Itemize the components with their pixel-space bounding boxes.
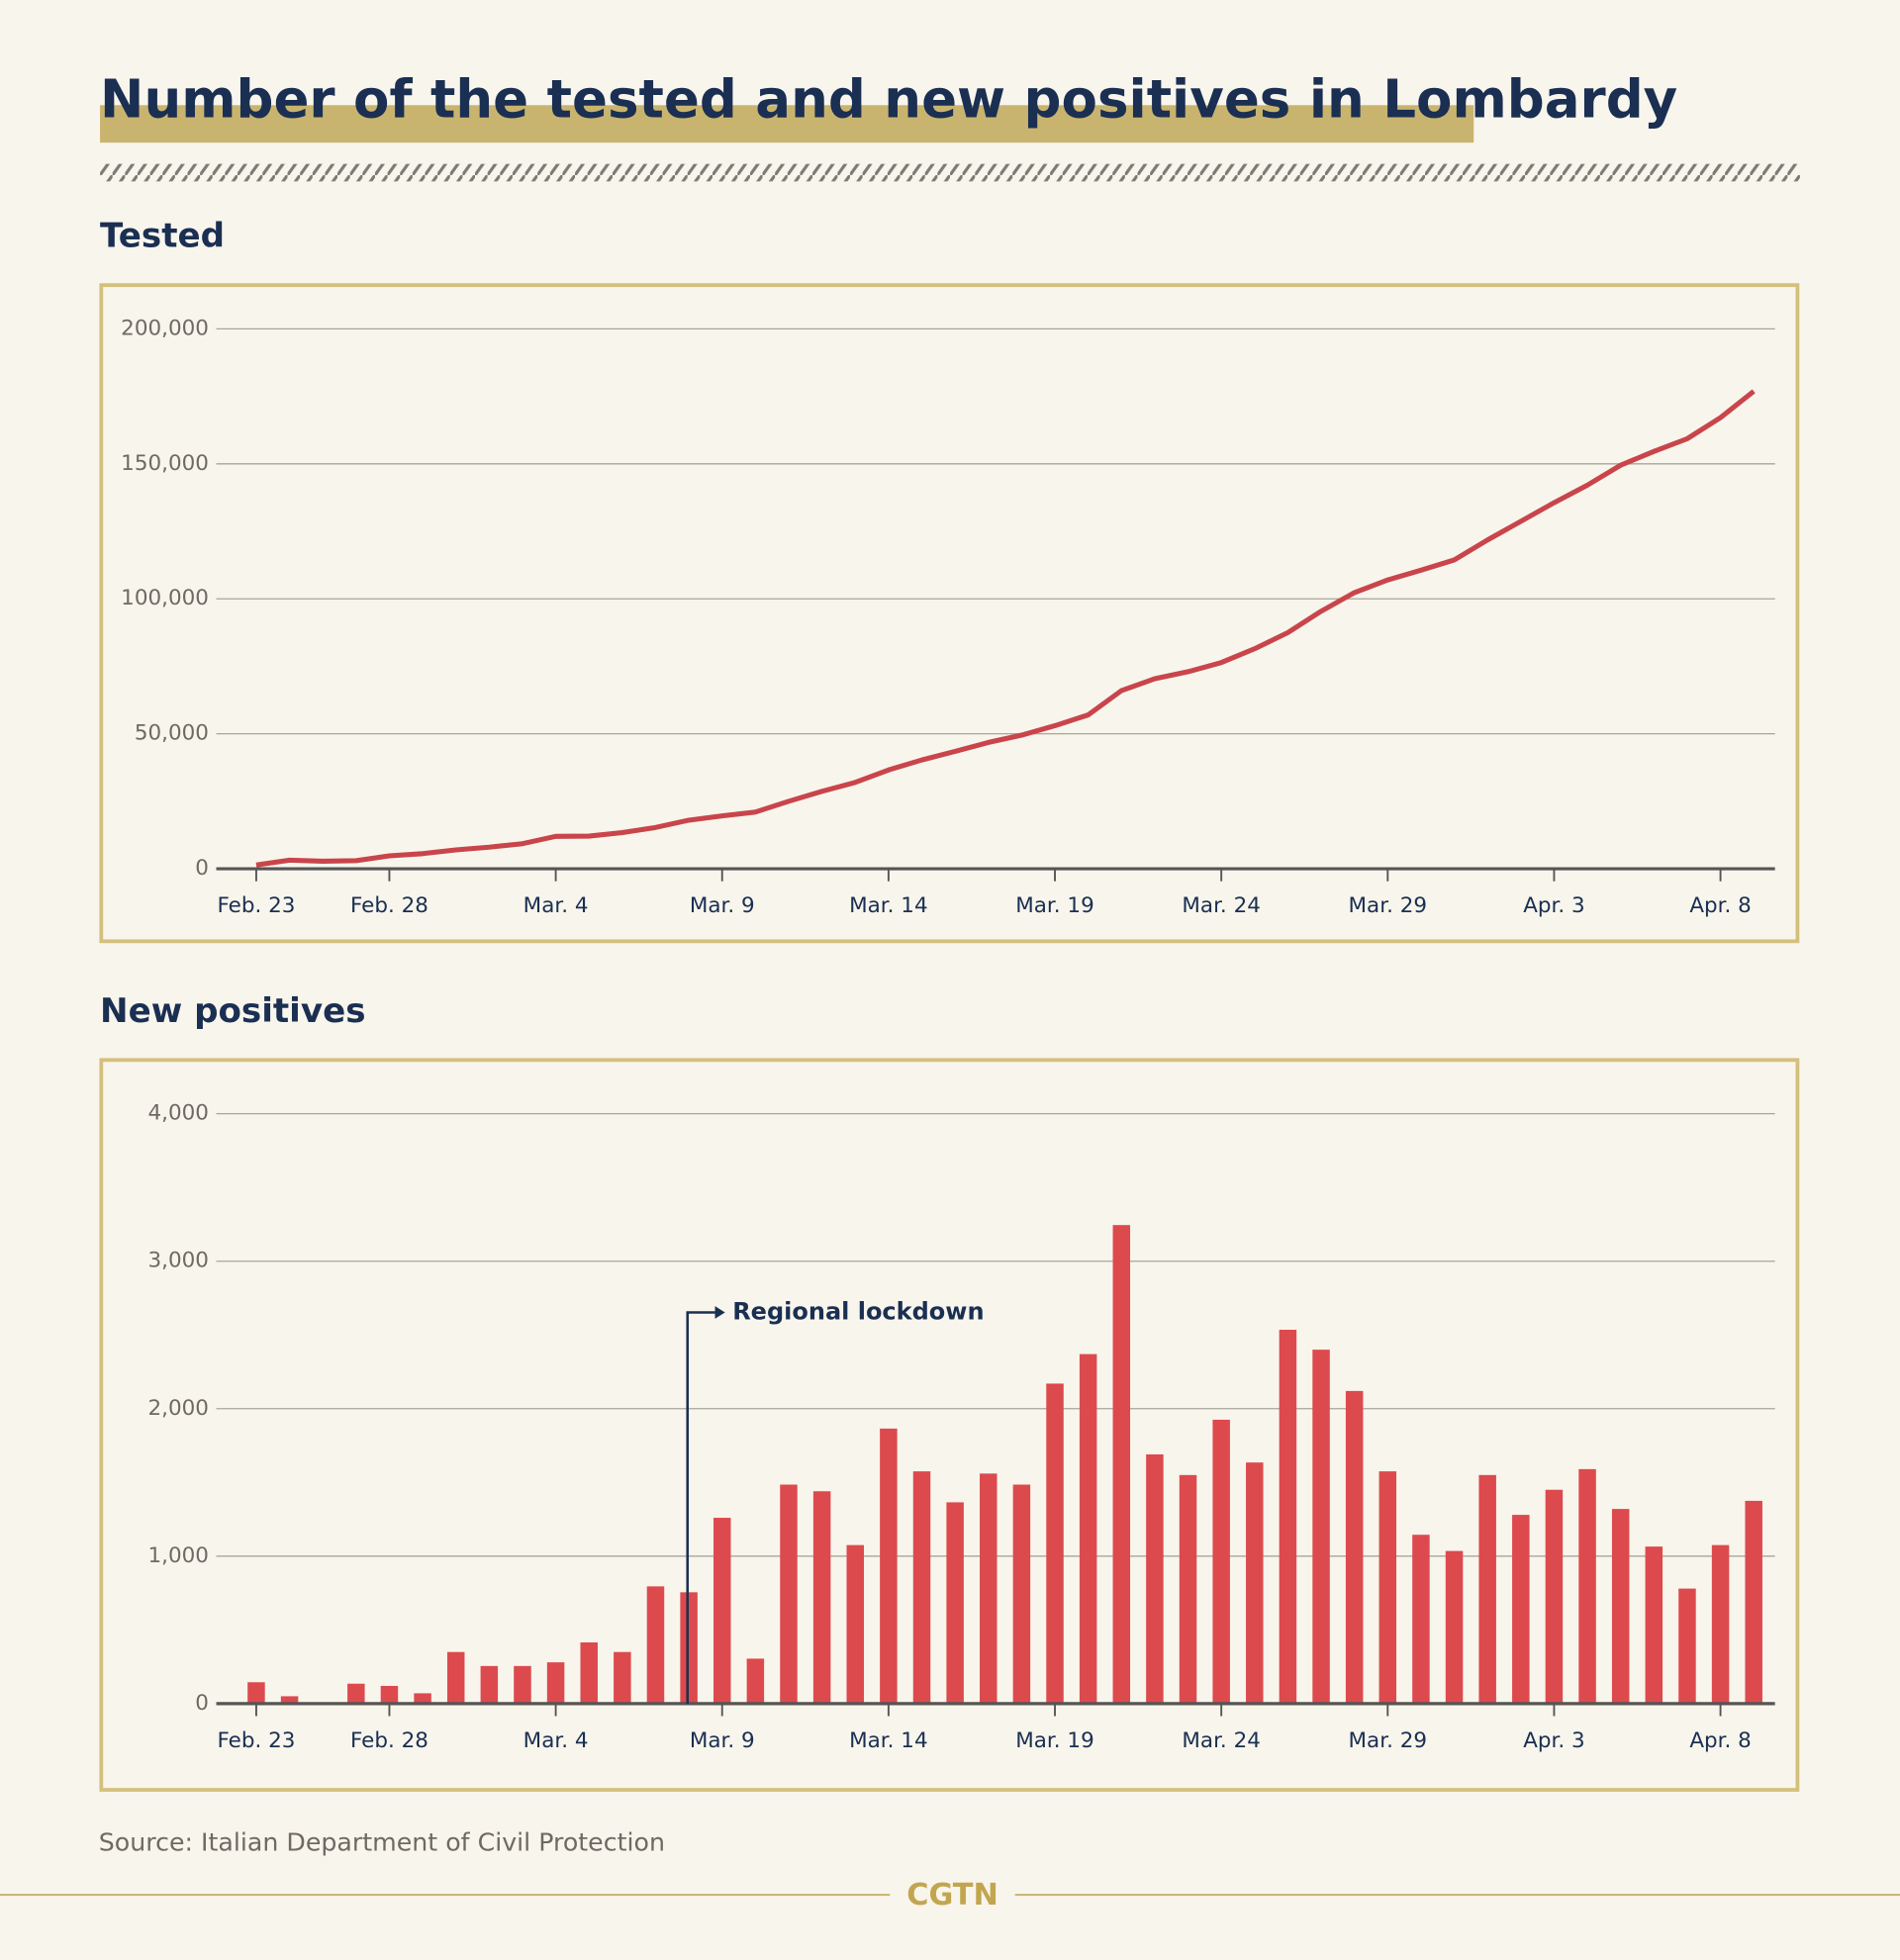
source: Source: Italian Department of Civil Prot… [99,1827,665,1856]
x-tick-label: Feb. 28 [350,1728,428,1753]
y-tick-label: 100,000 [121,586,209,610]
bar [1112,1225,1131,1704]
bar [1478,1474,1496,1704]
bar [1678,1588,1696,1704]
x-tick-label: Mar. 14 [849,893,928,918]
bar [1079,1353,1097,1704]
x-tick-label: Feb. 28 [350,893,428,918]
chart-title: Tested [100,217,225,256]
bar [646,1586,665,1704]
bar [946,1502,964,1704]
bar [1711,1544,1730,1704]
x-tick-label: Mar. 19 [1015,893,1094,918]
title: Number of the tested and new positives i… [100,68,1677,130]
bar [247,1682,265,1704]
bar [880,1428,898,1704]
chart-frame [99,283,1800,944]
brand: CGTN [906,1878,998,1913]
y-tick-label: 1,000 [147,1543,208,1568]
bar [746,1658,765,1704]
bar [546,1662,565,1704]
bar [980,1473,998,1704]
y-tick-label: 4,000 [147,1101,208,1126]
bar [1012,1484,1031,1704]
chart-title: New positives [100,991,365,1031]
x-tick-label: Apr. 3 [1523,893,1584,918]
bar [580,1642,598,1704]
bar [446,1651,465,1704]
x-tick-label: Mar. 29 [1349,893,1428,918]
bar [712,1518,731,1704]
bar [414,1693,431,1704]
x-tick-label: Apr. 8 [1689,1728,1751,1753]
bar [380,1685,399,1704]
bar [812,1491,831,1704]
x-tick-label: Mar. 19 [1015,1728,1094,1753]
x-tick-label: Feb. 23 [217,1728,295,1753]
annotation-arrow [686,1311,715,1704]
y-tick-label: 0 [195,1691,209,1716]
x-tick-label: Mar. 4 [523,1728,589,1753]
bar [780,1484,798,1704]
bar [680,1592,698,1704]
y-tick-label: 0 [195,856,209,881]
bar [1545,1489,1564,1704]
x-tick-label: Mar. 14 [849,1728,928,1753]
bar [1512,1515,1530,1704]
y-tick-label: 2,000 [147,1396,208,1421]
bar [1378,1471,1397,1704]
bar [1345,1390,1364,1704]
arrow-head [714,1306,725,1319]
bar [280,1696,299,1704]
bar [1146,1453,1164,1704]
bar [1246,1462,1264,1704]
title-highlight [100,105,1474,143]
bar [1279,1330,1297,1704]
bar [1645,1546,1663,1704]
bar [347,1683,365,1704]
y-tick-label: 3,000 [147,1249,208,1273]
x-tick-label: Mar. 9 [690,1728,755,1753]
x-tick-label: Feb. 23 [217,893,295,918]
y-tick-label: 150,000 [121,451,209,476]
x-tick-label: Mar. 4 [523,893,589,918]
bar [614,1651,631,1704]
bar [1212,1419,1230,1704]
y-tick-label: 50,000 [135,721,209,746]
x-tick-label: Apr. 3 [1523,1728,1584,1753]
bar [1745,1500,1762,1704]
annotation: Regional lockdown [732,1298,984,1326]
bar [1578,1468,1596,1704]
line [255,389,1756,868]
bar [1046,1383,1064,1704]
bar [1445,1550,1464,1704]
x-tick-label: Mar. 9 [690,893,755,918]
bar [846,1544,864,1704]
chart-frame [99,1058,1800,1792]
bar [1179,1474,1197,1704]
x-tick-label: Apr. 8 [1689,893,1751,918]
x-tick-label: Mar. 24 [1182,1728,1261,1753]
bar [1312,1350,1330,1704]
bar [514,1665,531,1704]
x-tick-label: Mar. 24 [1182,893,1261,918]
y-tick-label: 200,000 [121,316,209,340]
bar [480,1665,499,1704]
x-tick-label: Mar. 29 [1349,1728,1428,1753]
bar [912,1471,931,1704]
bar [1412,1535,1430,1704]
bar [1611,1509,1630,1704]
hatch-divider [100,163,1800,182]
